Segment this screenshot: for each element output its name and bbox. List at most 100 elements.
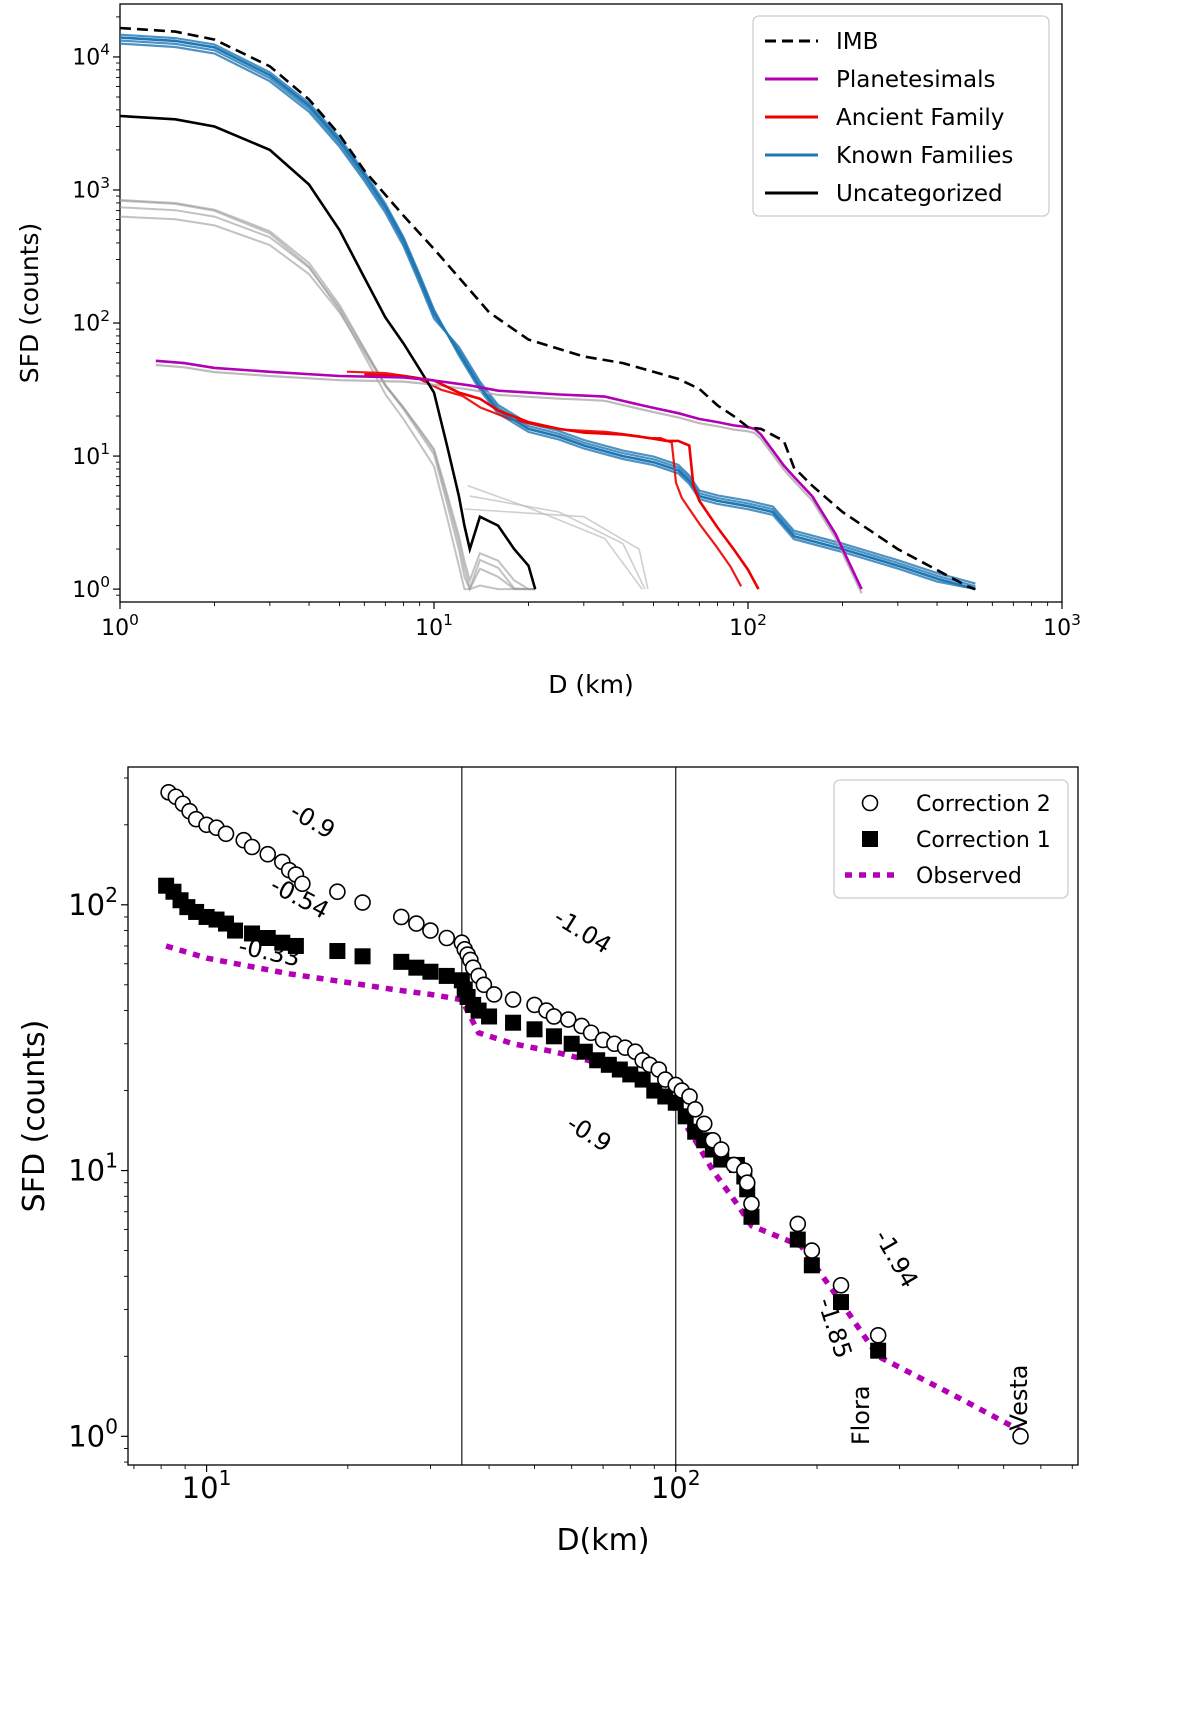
correction-1-point: [667, 1094, 684, 1111]
chart-1-ytick-label-1: 101: [72, 440, 110, 470]
correction-2-point: [559, 1011, 577, 1028]
observed-line: [165, 943, 1022, 1434]
chart-2-annotation-5: -1.94: [868, 1225, 923, 1293]
uncategorized-line: [119, 114, 537, 590]
chart-1-legend: IMB Planetesimals Ancient Family Known Fami…: [752, 15, 1050, 217]
correction-1-point: [408, 959, 425, 976]
chart-1-ytick-label-2: 102: [72, 307, 110, 337]
chart-1-legend-label-2: Ancient Family: [836, 105, 1004, 131]
known-families-variant-line: [119, 39, 976, 588]
correction-2-point: [1012, 1428, 1029, 1445]
chart-2-annotation-7: Flora: [847, 1385, 875, 1445]
imb-line: [119, 26, 976, 591]
chart-2-legend-label-0: Correction 2: [916, 792, 1051, 817]
ancient-family-line: [364, 373, 760, 590]
chart-1-legend-label-1: Planetesimals: [836, 67, 996, 93]
known-families-line: [119, 36, 976, 591]
chart-1-frame: [119, 3, 1063, 603]
chart-2-legend: Correction 2 Correction 1 Observed: [833, 779, 1069, 899]
correction-1-point: [743, 1208, 760, 1225]
correction-1-point: [870, 1342, 887, 1359]
chart-1-xtick-label-3: 103: [1043, 611, 1081, 641]
uncategorized-variant-line: [119, 215, 536, 591]
correction-2-point: [832, 1277, 850, 1294]
correction-1-point: [227, 922, 244, 939]
chart-2-legend-swatch-circle: [861, 794, 879, 812]
chart-1-legend-box: [752, 15, 1050, 217]
chart-2-ytick-label-1: 101: [68, 1149, 118, 1188]
correction-2-point: [217, 825, 235, 843]
correction-2-point: [743, 1195, 760, 1213]
correction-1-point: [505, 1014, 522, 1031]
correction-1-point: [287, 937, 304, 954]
chart-1-plot: [119, 26, 976, 594]
known-families-variant-line: [119, 33, 976, 591]
planetesimals-variant-line: [155, 363, 863, 594]
chart-2-ylabel: SFD (counts): [17, 1020, 52, 1213]
chart-1-xlabel: D (km): [548, 670, 634, 699]
correction-1-point: [789, 1231, 806, 1248]
correction-1-point: [622, 1066, 639, 1083]
chart-2-annotation-4: -0.9: [562, 1109, 617, 1158]
correction-1-point: [832, 1294, 849, 1311]
chart-2-annotation-0: -0.9: [285, 797, 340, 845]
chart-1-ytick-label-3: 103: [72, 174, 110, 204]
chart-2-legend-label-1: Correction 1: [916, 828, 1051, 853]
correction-2-point: [789, 1215, 807, 1233]
uncategorized-tail-line: [467, 484, 643, 590]
correction-2-point: [392, 908, 410, 926]
correction-1-point: [563, 1035, 580, 1052]
chart-2-xtick-label-0: 101: [182, 1466, 232, 1505]
chart-2-ytick-label-0: 100: [68, 1414, 118, 1453]
correction-2-point: [408, 915, 425, 932]
chart-1-legend-label-4: Uncategorized: [836, 181, 1003, 207]
correction-1-point: [438, 967, 455, 984]
correction-2-point: [294, 875, 311, 893]
correction-2-point: [582, 1024, 600, 1042]
chart-1: 100 101 102 103 100 101 102 103 104 D (km) SFD (co…: [15, 3, 1081, 699]
chart-1-xtick-label-2: 102: [729, 611, 767, 641]
uncategorized-tail-line: [469, 495, 646, 590]
correction-1-point: [259, 930, 276, 947]
uncategorized-variant-line: [119, 199, 536, 591]
uncategorized-variant-line: [119, 206, 536, 592]
chart-2-annotation-8: Vesta: [1005, 1365, 1033, 1431]
correction-1-point: [244, 925, 261, 942]
chart-2-annotation-3: -1.04: [549, 903, 617, 960]
correction-1-point: [481, 1008, 498, 1025]
chart-2-legend-swatch-square: [862, 831, 878, 847]
correction-2-point: [869, 1326, 887, 1344]
chart-2-annotation-6: -1.85: [812, 1294, 858, 1362]
correction-2-point: [712, 1141, 730, 1158]
correction-2-point: [803, 1242, 821, 1259]
correction-2-point: [259, 845, 277, 863]
correction-1-point: [354, 948, 371, 965]
chart-2-xtick-label-1: 102: [651, 1466, 701, 1505]
ancient-family-variant-line: [346, 370, 743, 587]
correction-2-point: [504, 991, 522, 1008]
chart-2-xlabel: D(km): [556, 1523, 649, 1558]
correction-1-point: [545, 1028, 562, 1045]
chart-2-legend-label-2: Observed: [916, 864, 1022, 889]
correction-2-point: [686, 1101, 704, 1118]
correction-1-point: [329, 943, 346, 960]
chart-1-legend-label-0: IMB: [836, 29, 878, 55]
correction-1-point: [803, 1257, 820, 1274]
correction-2-point: [354, 894, 371, 911]
correction-2-point: [545, 1008, 563, 1025]
correction-2-point: [243, 838, 261, 856]
correction-1-point: [576, 1043, 593, 1060]
chart-1-ytick-label-4: 104: [72, 41, 110, 71]
uncategorized-variant-line: [119, 199, 536, 592]
planetesimals-line: [155, 359, 863, 590]
correction-2-point: [438, 929, 456, 947]
correction-2-point: [738, 1174, 756, 1192]
correction-1-point: [274, 934, 291, 951]
correction-2-point: [329, 883, 346, 901]
correction-1-point: [422, 963, 439, 980]
chart-1-xtick-label-1: 101: [415, 611, 453, 641]
chart-1-ylabel: SFD (counts): [15, 223, 44, 384]
